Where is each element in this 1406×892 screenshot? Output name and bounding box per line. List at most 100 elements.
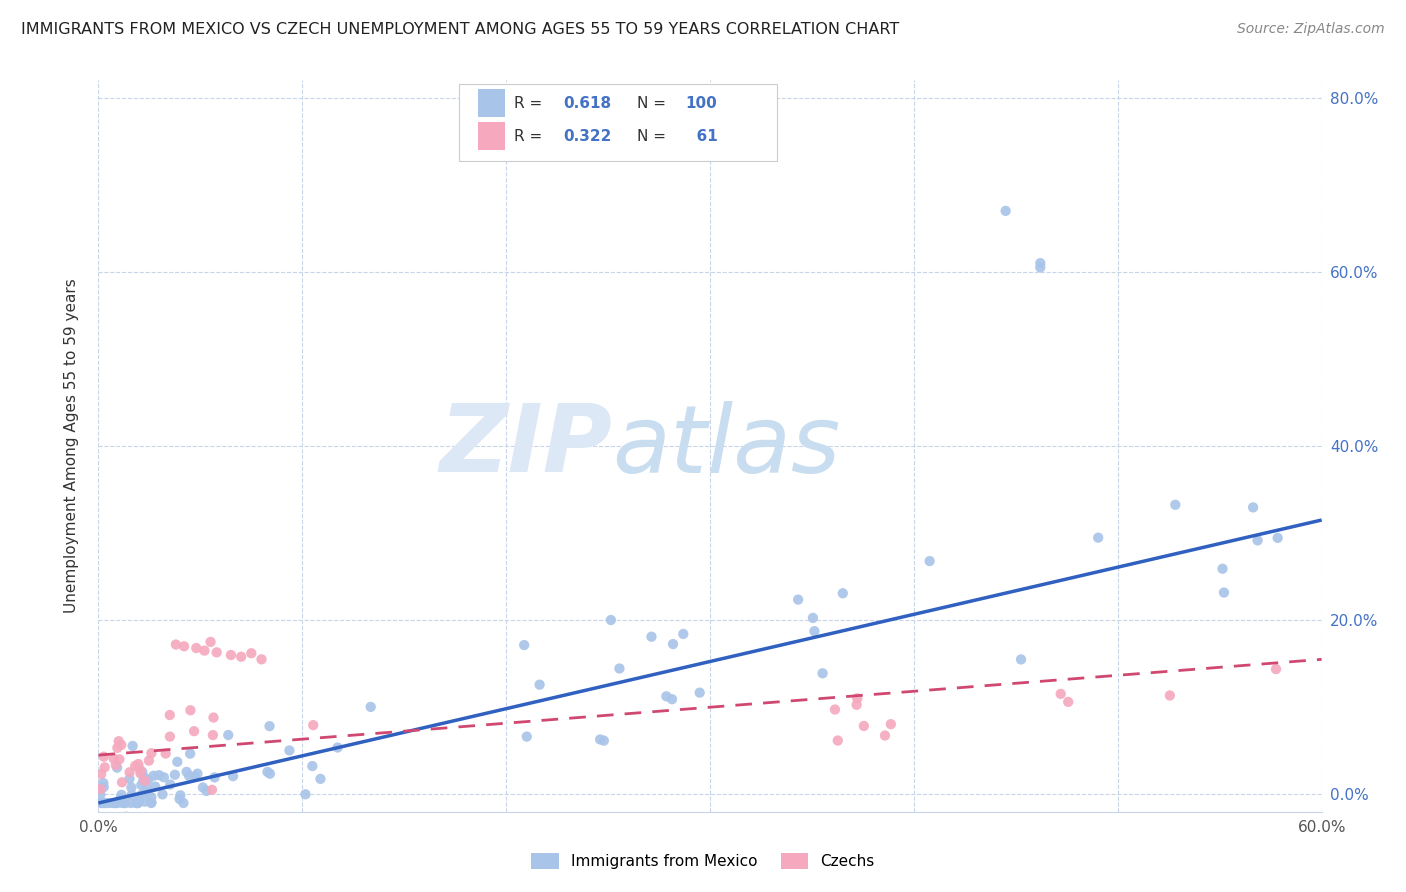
Point [136, 786, 159, 800]
Point [110, 791, 132, 805]
Point [195, 784, 218, 798]
Point [153, 770, 176, 784]
Point [201, 728, 224, 742]
Point [259, 766, 281, 780]
Point [163, 768, 186, 782]
Point [193, 643, 215, 657]
Point [222, 769, 245, 783]
Point [1010, 652, 1032, 666]
Point [107, 796, 129, 810]
Point [513, 638, 536, 652]
Text: Source: ZipAtlas.com: Source: ZipAtlas.com [1237, 22, 1385, 37]
Point [91, 776, 114, 790]
Point [852, 719, 875, 733]
Point [103, 751, 125, 765]
Point [302, 718, 325, 732]
Text: R =: R = [515, 96, 547, 112]
Point [689, 685, 711, 699]
Point [173, 640, 195, 654]
Point [128, 793, 150, 807]
Point [179, 747, 201, 761]
Point [589, 732, 612, 747]
Point [880, 717, 903, 731]
Point [93, 760, 115, 774]
Point [101, 796, 124, 810]
Point [205, 645, 228, 659]
Point [259, 719, 281, 733]
Point [111, 796, 134, 810]
Point [90, 844, 112, 858]
Point [131, 764, 153, 779]
Point [240, 646, 263, 660]
Point [640, 630, 662, 644]
Point [1057, 695, 1080, 709]
Point [811, 666, 834, 681]
Point [108, 752, 131, 766]
Point [217, 728, 239, 742]
Point [1029, 256, 1052, 270]
Point [250, 652, 273, 666]
Point [110, 738, 132, 752]
Point [278, 743, 301, 757]
Point [1049, 687, 1071, 701]
Point [131, 788, 153, 802]
Point [120, 796, 142, 810]
Point [1241, 500, 1264, 515]
Point [141, 795, 163, 809]
Point [169, 792, 191, 806]
Point [120, 780, 142, 795]
Point [592, 733, 614, 747]
Point [183, 724, 205, 739]
Point [152, 788, 174, 802]
Point [529, 678, 551, 692]
Point [831, 586, 853, 600]
Point [110, 788, 132, 802]
Point [105, 761, 128, 775]
Point [200, 635, 222, 649]
Point [176, 764, 198, 779]
Point [125, 796, 148, 810]
Point [124, 759, 146, 773]
Point [326, 740, 349, 755]
Point [172, 796, 194, 810]
Point [1159, 689, 1181, 703]
Legend: Immigrants from Mexico, Czechs: Immigrants from Mexico, Czechs [526, 847, 880, 875]
Point [655, 690, 678, 704]
Point [134, 795, 156, 809]
Point [105, 740, 128, 755]
Point [129, 763, 152, 777]
Text: atlas: atlas [612, 401, 841, 491]
Text: R =: R = [515, 129, 547, 145]
Point [169, 789, 191, 803]
Point [918, 554, 941, 568]
Point [1265, 662, 1288, 676]
Point [132, 770, 155, 784]
Point [111, 775, 134, 789]
Point [132, 773, 155, 788]
Text: IMMIGRANTS FROM MEXICO VS CZECH UNEMPLOYMENT AMONG AGES 55 TO 59 YEARS CORRELATI: IMMIGRANTS FROM MEXICO VS CZECH UNEMPLOY… [21, 22, 900, 37]
Point [155, 747, 177, 761]
Text: 100: 100 [686, 96, 717, 112]
Point [186, 640, 208, 655]
Point [94, 796, 117, 810]
Point [127, 796, 149, 810]
Point [127, 796, 149, 810]
Point [846, 691, 869, 706]
Point [89, 782, 111, 797]
Point [516, 730, 538, 744]
Point [1267, 531, 1289, 545]
Point [1212, 562, 1234, 576]
Point [141, 790, 163, 805]
Point [294, 787, 316, 801]
Point [219, 648, 242, 662]
Point [121, 739, 143, 753]
Point [787, 592, 810, 607]
Point [256, 764, 278, 779]
Point [801, 611, 824, 625]
Point [148, 768, 170, 782]
Point [129, 766, 152, 780]
Point [827, 733, 849, 747]
Point [136, 772, 159, 787]
Point [609, 661, 631, 675]
Point [125, 796, 148, 810]
